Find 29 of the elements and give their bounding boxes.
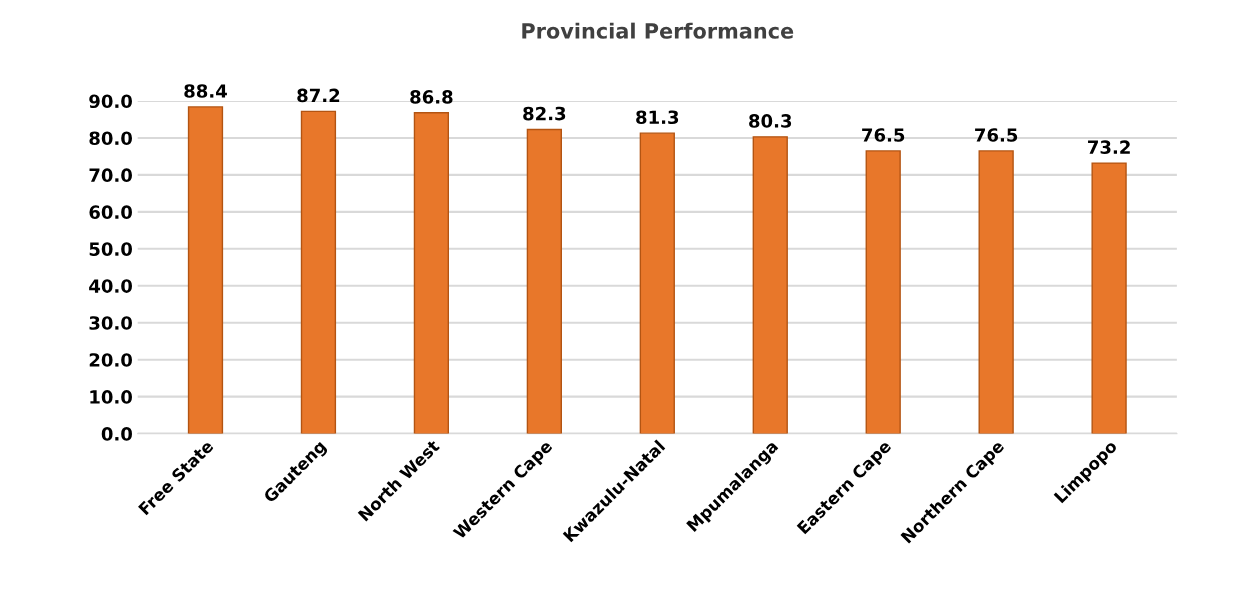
data-label: 73.2: [1088, 140, 1130, 155]
y-tick-label: 50.0: [89, 242, 132, 256]
bar: [1091, 162, 1127, 434]
bar: [978, 150, 1014, 434]
bar: [413, 112, 450, 434]
y-tick-label: 70.0: [89, 168, 132, 183]
y-tick-label: 60.0: [89, 205, 132, 219]
y-tick-label: 80.0: [89, 131, 132, 146]
y-tick-label: 10.0: [90, 390, 132, 404]
y-tick-label: 30.0: [89, 316, 132, 330]
bar: [526, 128, 562, 434]
data-label: 76.5: [975, 128, 1018, 142]
data-label: 88.4: [184, 84, 227, 98]
data-label: 86.8: [410, 90, 453, 104]
data-label: 80.3: [749, 114, 792, 128]
data-label: 81.3: [636, 110, 679, 125]
bar: [865, 150, 901, 434]
bar: [300, 110, 337, 434]
data-label: 87.2: [297, 88, 340, 103]
y-tick-label: 0.0: [101, 427, 132, 441]
y-tick-label: 20.0: [89, 353, 132, 367]
y-tick-label: 90.0: [89, 94, 132, 109]
bar: [187, 106, 224, 434]
data-label: 82.3: [523, 106, 566, 121]
chart-title: Provincial Performance: [522, 22, 794, 39]
bar: [639, 132, 675, 434]
y-tick-label: 40.0: [89, 279, 132, 293]
data-label: 76.5: [862, 128, 905, 142]
bar: [752, 136, 788, 434]
